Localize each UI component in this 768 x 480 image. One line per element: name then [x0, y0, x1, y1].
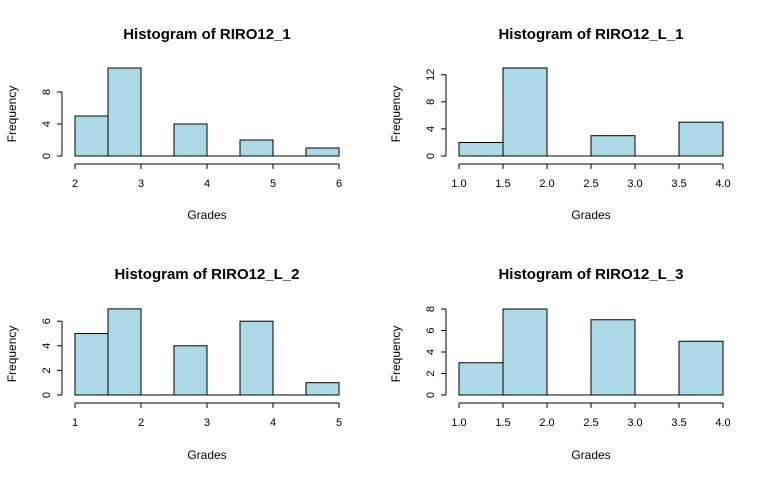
x-tick-label: 3 [138, 178, 144, 190]
y-axis-title: Frequency [389, 86, 403, 143]
x-tick-label: 2.5 [583, 178, 598, 190]
x-tick-label: 4 [204, 178, 210, 190]
y-axis-title: Frequency [5, 86, 19, 143]
histogram-bar [74, 115, 109, 157]
histogram-bar [590, 135, 636, 157]
x-tick-label: 4.0 [715, 417, 730, 429]
x-tick-label: 2.5 [583, 417, 598, 429]
chart-panel-2: Histogram of RIRO12_L_1 1.0 1.5 2.0 2.5 3.0 3.… [389, 26, 731, 222]
y-tick-label: 6 [425, 327, 437, 333]
y-tick-label: 0 [41, 153, 53, 159]
x-tick-label: 5 [336, 417, 342, 429]
x-tick-label: 3.0 [627, 417, 642, 429]
x-tick-label: 2.0 [539, 178, 554, 190]
x-tick-label: 3.5 [671, 417, 686, 429]
x-tick-label: 3.5 [671, 178, 686, 190]
chart-panel-4: Histogram of RIRO12_L_3 1.0 1.5 2.0 2.5 3.0 3.… [389, 266, 731, 462]
x-tick-label: 1.5 [495, 178, 510, 190]
histogram-bar [107, 308, 142, 396]
y-tick-label: 0 [425, 153, 437, 159]
y-tick-label: 4 [41, 121, 53, 127]
x-tick-label: 1.0 [451, 178, 466, 190]
x-axis-title: Grades [571, 208, 610, 222]
y-tick-label: 0 [41, 392, 53, 398]
x-tick-label: 6 [336, 178, 342, 190]
histogram-bar [74, 333, 109, 396]
histogram-bar [502, 308, 548, 396]
histogram-bar [678, 121, 724, 157]
y-tick-label: 4 [425, 126, 437, 132]
y-tick-label: 8 [425, 99, 437, 105]
histogram-bar [458, 362, 504, 396]
y-tick-label: 6 [41, 318, 53, 324]
x-tick-label: 3 [204, 417, 210, 429]
x-axis-title: Grades [187, 208, 226, 222]
y-tick-label: 4 [41, 343, 53, 349]
histogram-bar [107, 67, 142, 157]
histogram-bar [239, 320, 274, 396]
y-tick-label: 8 [425, 306, 437, 312]
y-tick-label: 12 [425, 69, 437, 81]
x-tick-label: 5 [270, 178, 276, 190]
x-tick-label: 4 [270, 417, 276, 429]
chart-title: Histogram of RIRO12_L_3 [498, 266, 683, 283]
y-tick-label: 8 [41, 89, 53, 95]
x-tick-label: 3.0 [627, 178, 642, 190]
y-axis-title: Frequency [5, 326, 19, 383]
x-tick-label: 1.5 [495, 417, 510, 429]
x-tick-label: 2 [72, 178, 78, 190]
chart-title: Histogram of RIRO12_L_2 [114, 266, 299, 283]
chart-panel-1: Histogram of RIRO12_1 2 3 4 5 6 0 4 8 Grades Frequ… [5, 26, 342, 222]
y-tick-label: 2 [41, 367, 53, 373]
histogram-bar [678, 340, 724, 396]
histogram-bar [502, 67, 548, 157]
chart-title: Histogram of RIRO12_L_1 [498, 26, 683, 43]
chart-title: Histogram of RIRO12_1 [123, 26, 291, 43]
y-tick-label: 4 [425, 349, 437, 355]
x-tick-label: 2.0 [539, 417, 554, 429]
x-tick-label: 2 [138, 417, 144, 429]
histogram-bar [173, 123, 208, 157]
histogram-bar [305, 147, 340, 157]
histogram-bar [458, 141, 504, 157]
chart-panel-3: Histogram of RIRO12_L_2 1 2 3 4 5 0 2 4 6 Grades Fr… [5, 266, 342, 462]
x-axis-title: Grades [571, 448, 610, 462]
histogram-bar [305, 382, 340, 396]
x-tick-label: 1.0 [451, 417, 466, 429]
x-tick-label: 4.0 [715, 178, 730, 190]
histogram-bar [173, 345, 208, 396]
x-tick-label: 1 [72, 417, 78, 429]
y-tick-label: 2 [425, 370, 437, 376]
histogram-bar [239, 139, 274, 157]
x-axis-title: Grades [187, 448, 226, 462]
histogram-bar [590, 319, 636, 396]
y-tick-label: 0 [425, 392, 437, 398]
y-axis-title: Frequency [389, 326, 403, 383]
